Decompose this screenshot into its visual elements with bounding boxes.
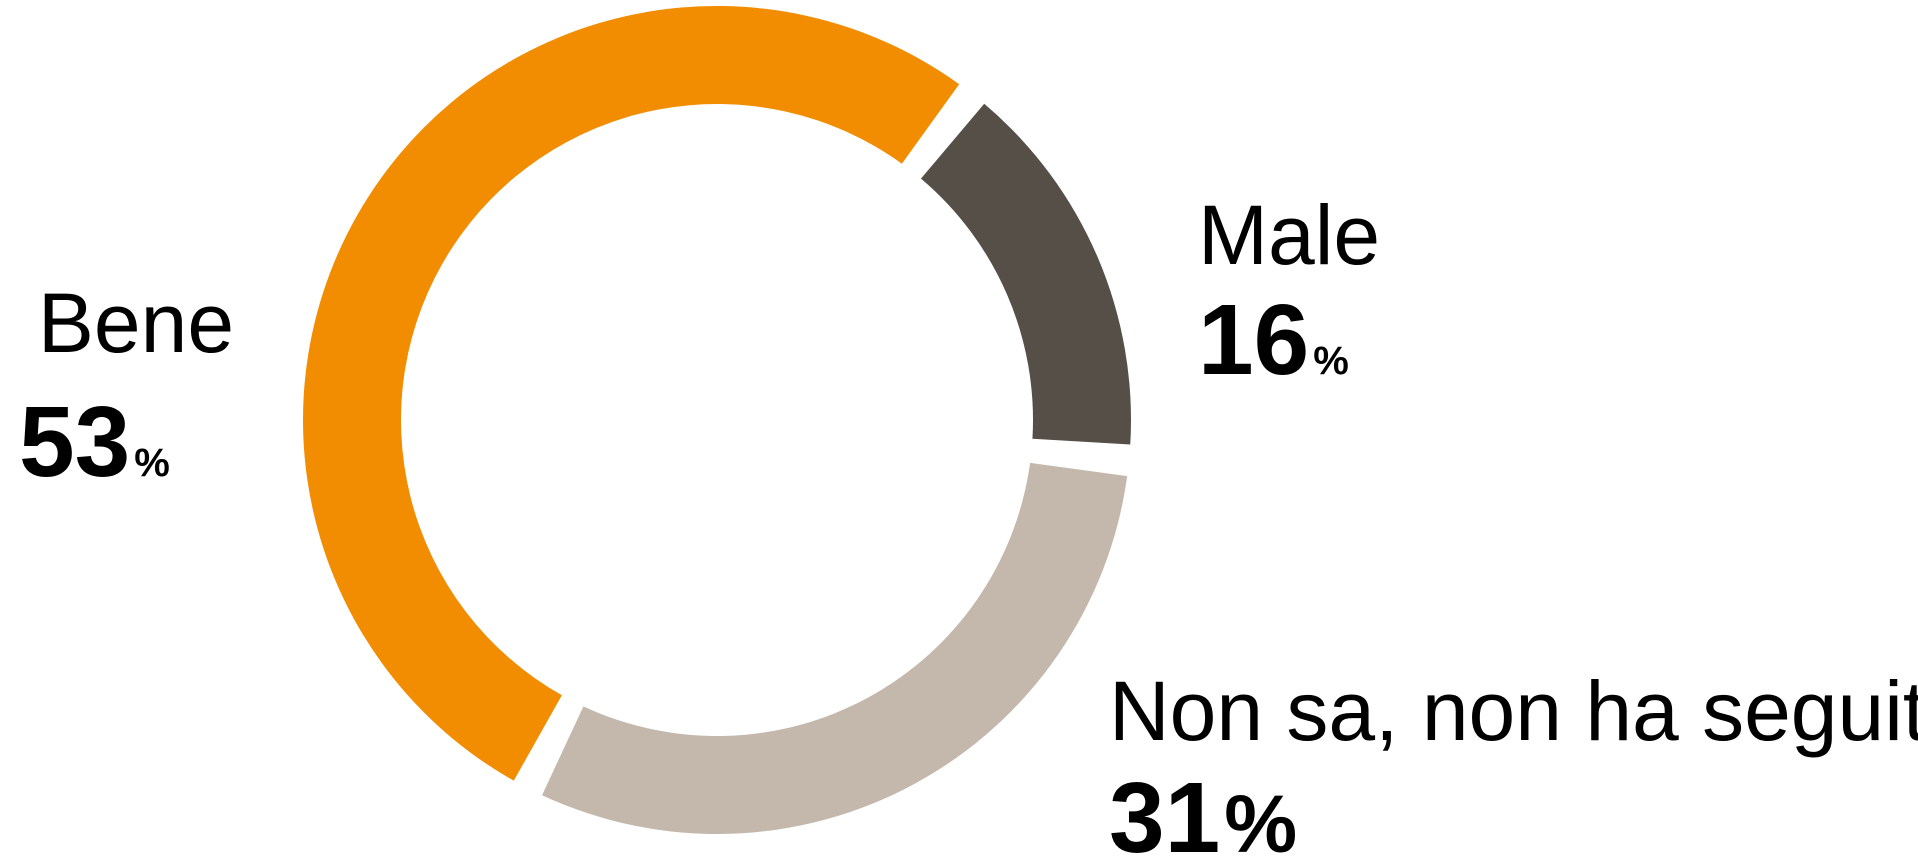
- category-label: Male: [1198, 188, 1380, 282]
- donut-segment: [302, 5, 960, 781]
- value-unit: %: [134, 441, 170, 485]
- value-unit: %: [1313, 339, 1349, 383]
- value-unit: %: [1224, 779, 1297, 857]
- value-number: 53: [19, 386, 130, 498]
- value-number: 31: [1109, 762, 1220, 857]
- donut-segment: [920, 103, 1131, 445]
- category-label: Bene: [38, 276, 234, 370]
- category-label: Non sa, non ha seguito: [1109, 664, 1918, 758]
- donut-segment: [542, 462, 1128, 834]
- value-label: 31%: [1109, 762, 1297, 857]
- value-label: 16%: [1198, 284, 1349, 396]
- value-number: 16: [1198, 284, 1309, 396]
- value-label: 53%: [19, 386, 170, 498]
